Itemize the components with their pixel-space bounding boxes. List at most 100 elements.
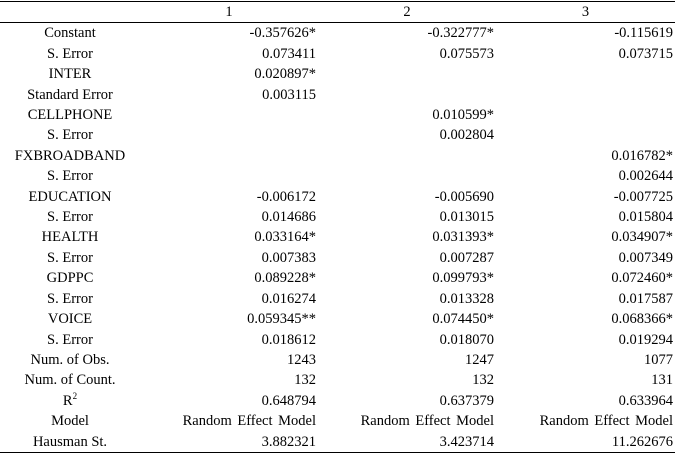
- row-label: Hausman St.: [0, 431, 140, 453]
- value-cell: -0.006172: [256, 188, 316, 205]
- table-row: S. Error 0.002804: [0, 125, 675, 145]
- value-cell: 0.010599*: [432, 107, 494, 124]
- row-label-text: Standard Error: [27, 86, 113, 103]
- table-row: FXBROADBAND 0.016782*: [0, 146, 675, 166]
- row-label: Model: [0, 411, 140, 431]
- empty-cell: [140, 146, 318, 166]
- row-label-text: S. Error: [47, 127, 93, 144]
- row-label: FXBROADBAND: [0, 146, 140, 166]
- table-row: S. Error 0.016274 0.013328 0.017587: [0, 289, 675, 309]
- value-cell: 0.074450*: [432, 311, 494, 328]
- empty-cell: [318, 166, 496, 186]
- value-cell: 0.016782*: [611, 147, 673, 164]
- value-cell: -0.115619: [614, 25, 673, 42]
- value-cell: 0.015804: [618, 209, 673, 226]
- row-label-text: S. Error: [47, 290, 93, 307]
- row-label-text: VOICE: [47, 311, 93, 328]
- value-cell: Random Effect Model: [539, 413, 673, 430]
- table-row: Constant -0.357626* -0.322777* -0.115619: [0, 23, 675, 44]
- value-cell: 0.013328: [439, 290, 494, 307]
- value-cell: 131: [651, 372, 673, 389]
- value-cell: 0.020897*: [254, 66, 316, 83]
- table-row: S. Error 0.018612 0.018070 0.019294: [0, 330, 675, 350]
- value-cell: 0.018070: [439, 331, 494, 348]
- value-cell: 1077: [644, 351, 673, 368]
- value-cell: 0.073715: [618, 45, 673, 62]
- table-row: CELLPHONE 0.010599*: [0, 105, 675, 125]
- row-label: S. Error: [0, 166, 140, 186]
- row-label-text: HEALTH: [41, 229, 99, 246]
- empty-cell: [318, 64, 496, 84]
- table-row: Num. of Count. 132 132 131: [0, 370, 675, 390]
- table-body: Constant -0.357626* -0.322777* -0.115619 S. …: [0, 23, 675, 453]
- row-label: Num. of Count.: [0, 370, 140, 390]
- value-cell: 0.002644: [618, 168, 673, 185]
- table-row: S. Error 0.014686 0.013015 0.015804: [0, 207, 675, 227]
- row-label: S. Error: [0, 207, 140, 227]
- row-label: S. Error: [0, 248, 140, 268]
- row-label-text: GDPPC: [46, 270, 94, 287]
- empty-cell: [318, 146, 496, 166]
- value-cell: -0.357626*: [249, 25, 316, 42]
- row-label-text: S. Error: [47, 331, 93, 348]
- value-cell: 0.013015: [439, 209, 494, 226]
- value-cell: -0.005690: [434, 188, 494, 205]
- value-cell: 3.423714: [318, 431, 496, 453]
- table-row: S. Error 0.002644: [0, 166, 675, 186]
- value-cell: 0.099793*: [432, 270, 494, 287]
- table-row: Model Random Effect Model Random Effect Mo…: [0, 411, 675, 431]
- value-cell: -0.322777*: [427, 25, 494, 42]
- row-label: S. Error: [0, 330, 140, 350]
- value-cell: 0.073411: [262, 45, 316, 62]
- value-cell: 0.003115: [262, 86, 316, 103]
- table-row: S. Error 0.073411 0.075573 0.073715: [0, 44, 675, 64]
- value-cell: 132: [294, 372, 316, 389]
- header-corner: [0, 0, 140, 24]
- value-cell: 0.648794: [261, 392, 316, 409]
- table-row: GDPPC 0.089228* 0.099793* 0.072460*: [0, 268, 675, 288]
- value-cell: 0.637379: [439, 392, 494, 409]
- value-cell: 1243: [287, 351, 316, 368]
- empty-cell: [140, 125, 318, 145]
- value-cell: 0.031393*: [432, 229, 494, 246]
- row-label-text: FXBROADBAND: [14, 147, 126, 164]
- row-label-text: EDUCATION: [28, 188, 112, 205]
- row-label: HEALTH: [0, 227, 140, 247]
- value-cell: 0.002804: [439, 127, 494, 144]
- row-label: S. Error: [0, 289, 140, 309]
- row-label-text: Hausman St.: [32, 433, 108, 450]
- row-label-text: S. Error: [47, 45, 93, 62]
- value-cell: 0.033164*: [254, 229, 316, 246]
- value-cell: Random Effect Model: [182, 413, 316, 430]
- table-row: VOICE 0.059345** 0.074450* 0.068366*: [0, 309, 675, 329]
- row-label: GDPPC: [0, 268, 140, 288]
- row-label: Constant: [0, 23, 140, 44]
- value-cell: 0.059345**: [247, 311, 316, 328]
- value-cell: 0.016274: [261, 290, 316, 307]
- empty-cell: [140, 105, 318, 125]
- empty-cell: [318, 85, 496, 105]
- row-label: R2: [0, 391, 140, 411]
- column-header: 2: [318, 0, 496, 24]
- table-row: S. Error 0.007383 0.007287 0.007349: [0, 248, 675, 268]
- row-label-text: R: [62, 392, 73, 409]
- value-cell: 0.007287: [439, 249, 494, 266]
- row-label: EDUCATION: [0, 187, 140, 207]
- row-label-text: CELLPHONE: [27, 107, 113, 124]
- value-cell: 0.072460*: [611, 270, 673, 287]
- value-cell: 0.007383: [261, 249, 316, 266]
- row-label-text: S. Error: [47, 249, 93, 266]
- table-row: EDUCATION -0.006172 -0.005690 -0.007725: [0, 187, 675, 207]
- empty-cell: [496, 125, 675, 145]
- table-row: HEALTH 0.033164* 0.031393* 0.034907*: [0, 227, 675, 247]
- value-cell: 1247: [465, 351, 494, 368]
- value-cell: 11.262676: [496, 431, 675, 453]
- row-label-text: Num. of Obs.: [30, 351, 110, 368]
- empty-cell: [496, 85, 675, 105]
- table-row: Standard Error 0.003115: [0, 85, 675, 105]
- table-row: INTER 0.020897*: [0, 64, 675, 84]
- row-label: VOICE: [0, 309, 140, 329]
- value-cell: Random Effect Model: [360, 413, 494, 430]
